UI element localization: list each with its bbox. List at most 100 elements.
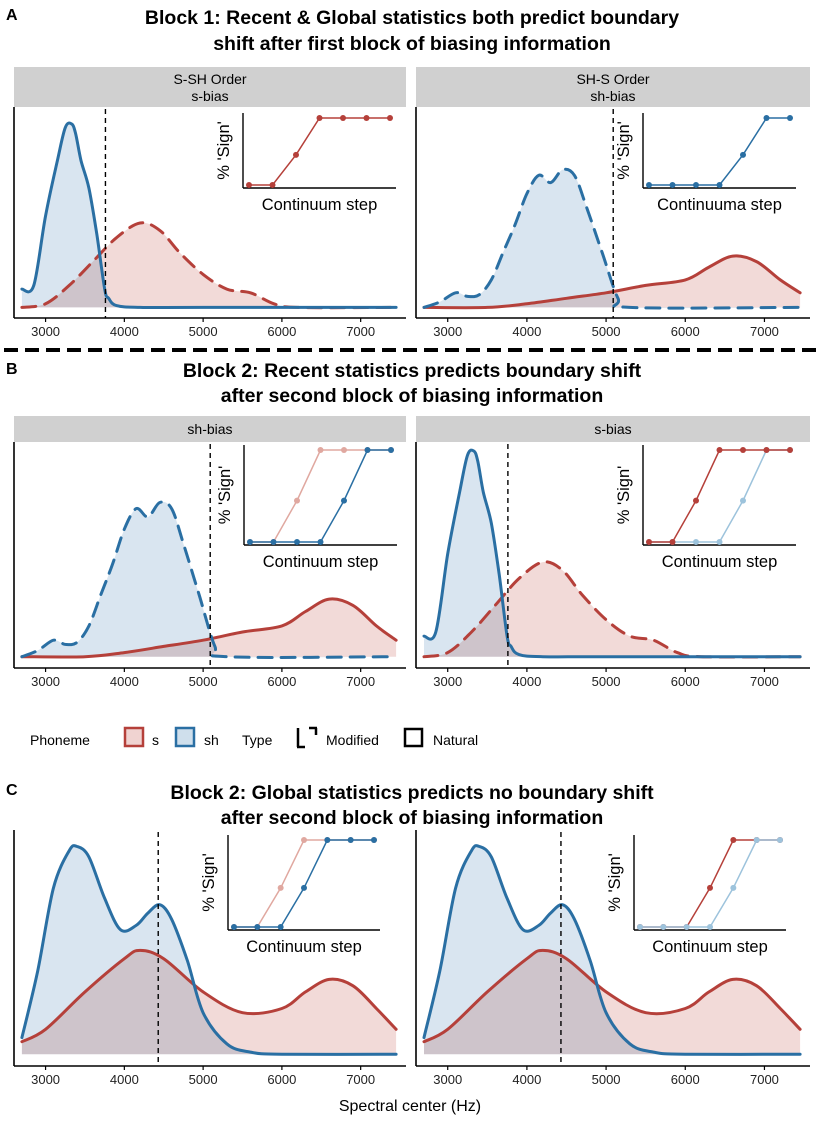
x-tick-label: 4000 [110, 1072, 139, 1087]
legend-natural-label: Natural [433, 732, 478, 748]
inset-line-s [640, 839, 780, 928]
inset-point-sh [740, 151, 746, 158]
inset-point-sh [324, 837, 331, 843]
inset-point-sh [777, 837, 783, 843]
x-axis-title: Spectral center (Hz) [339, 1098, 481, 1115]
inset-point-s [269, 182, 276, 188]
strip-label: s-bias [594, 421, 631, 437]
density-line-sh [422, 167, 802, 310]
inset-chart: Continuum step % 'Sign' [216, 445, 397, 571]
x-tick-label: 4000 [512, 1072, 541, 1087]
inset-y-label: % 'Sign' [606, 853, 624, 912]
strip-label: S-SH Order [173, 71, 246, 87]
inset-point-sh [730, 884, 737, 891]
inset-y-label: % 'Sign' [615, 466, 633, 525]
density-area-sh [424, 845, 801, 1055]
inset-line-sh [250, 449, 391, 543]
panel-c-title-line-1: Block 2: Global statistics predicts no b… [170, 782, 654, 804]
x-tick-label: 5000 [592, 1072, 621, 1087]
inset-line-s [249, 117, 390, 186]
inset-point-sh [740, 497, 746, 504]
panel-b-title-line-1: Block 2: Recent statistics predicts boun… [183, 360, 642, 382]
inset-point-s [787, 447, 793, 453]
x-tick-label: 3000 [433, 324, 462, 339]
inset-point-sh [716, 539, 723, 545]
inset-point-sh [277, 924, 284, 930]
inset-point-sh [716, 182, 723, 188]
legend-s-label: s [152, 732, 159, 748]
inset-point-s [277, 884, 284, 891]
legend-phoneme-title: Phoneme [30, 732, 90, 748]
inset-chart: Continuum step % 'Sign' [200, 835, 380, 956]
inset-point-sh [660, 924, 667, 930]
x-tick-label: 5000 [592, 674, 621, 689]
inset-point-sh [341, 497, 347, 504]
inset-x-label: Continuum step [662, 553, 778, 571]
inset-y-label: % 'Sign' [200, 853, 218, 912]
x-tick-label: 7000 [750, 674, 779, 689]
x-tick-label: 3000 [433, 1072, 462, 1087]
strip-label: sh-bias [590, 88, 635, 104]
inset-point-sh [683, 924, 690, 930]
x-tick-label: 5000 [592, 324, 621, 339]
legend-sh-swatch [174, 726, 196, 748]
inset-point-sh [763, 115, 770, 121]
panel-c-title-line-2: after second block of biasing informatio… [221, 807, 603, 829]
legend-natural-key [403, 727, 424, 748]
facet-b-left: sh-bias 3000 4000 5000 6000 7000 Continuum ste… [13, 416, 406, 689]
inset-y-label: % 'Sign' [615, 121, 633, 180]
inset-chart: Continuum step % 'Sign' [606, 835, 786, 956]
x-tick-label: 7000 [346, 674, 375, 689]
density-line-s [422, 560, 802, 659]
x-tick-label: 3000 [31, 1072, 60, 1087]
density-line-sh [20, 844, 398, 1056]
strip-label: s-bias [191, 88, 228, 104]
inset-point-s [707, 884, 713, 891]
facet-b-right: s-bias 3000 4000 5000 6000 7000 Continuum step… [415, 416, 810, 689]
inset-point-s [294, 497, 300, 504]
density-area-sh [21, 501, 397, 658]
inset-point-sh [693, 539, 699, 545]
inset-point-s [669, 539, 676, 545]
inset-chart: Continuum step % 'Sign' [215, 113, 396, 214]
inset-point-s [646, 539, 652, 545]
x-tick-label: 5000 [189, 324, 218, 339]
x-tick-label: 5000 [189, 1072, 218, 1087]
x-tick-label: 6000 [671, 1072, 700, 1087]
inset-point-s [763, 447, 770, 453]
density-area-s [21, 222, 397, 308]
inset-point-s [740, 447, 746, 453]
x-tick-label: 5000 [189, 674, 218, 689]
inset-point-s [387, 115, 393, 121]
x-tick-label: 6000 [267, 1072, 296, 1087]
x-tick-label: 3000 [31, 674, 60, 689]
density-area-sh [424, 450, 801, 657]
inset-x-label: Continuuma step [657, 196, 782, 214]
facet-c-left: 3000 4000 5000 6000 7000 Continuum step % 'Sig… [13, 830, 406, 1087]
legend-modified-key [296, 726, 318, 749]
x-tick-label: 4000 [110, 324, 139, 339]
inset-point-sh [231, 924, 237, 930]
x-tick-label: 7000 [750, 1072, 779, 1087]
inset-y-label: % 'Sign' [215, 121, 233, 180]
facet-strip [416, 416, 810, 442]
inset-chart: Continuuma step % 'Sign' [615, 113, 796, 214]
x-tick-label: 4000 [512, 674, 541, 689]
inset-point-s [317, 447, 324, 453]
density-area-sh [21, 845, 397, 1055]
facet-strip [14, 416, 406, 442]
density-area-sh [21, 123, 397, 308]
inset-point-sh [254, 924, 261, 930]
panel-letter-c: C [6, 782, 18, 799]
inset-point-sh [371, 837, 377, 843]
panel-letter-a: A [6, 7, 18, 24]
panel-b-title-line-2: after second block of biasing informatio… [221, 385, 603, 407]
inset-point-s [341, 447, 347, 453]
inset-line-sh [640, 839, 780, 928]
density-line-s [422, 948, 802, 1044]
inset-line-s [250, 449, 391, 543]
legend-type-title: Type [242, 732, 273, 748]
